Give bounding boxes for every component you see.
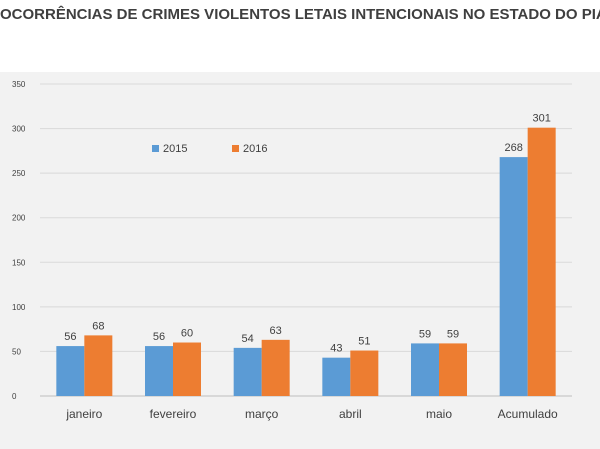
y-tick-label: 350 xyxy=(12,80,26,89)
bar-2016-janeiro xyxy=(84,335,113,396)
bar-2015-Acumulado xyxy=(499,157,528,396)
legend-label: 2016 xyxy=(243,143,267,155)
legend: 2015 2016 xyxy=(152,143,267,155)
y-tick-label: 300 xyxy=(12,125,26,134)
category-label: maio xyxy=(426,407,452,421)
data-label: 56 xyxy=(64,331,76,343)
bar-2016-fevereiro xyxy=(173,342,201,396)
bar-2016-Acumulado xyxy=(527,127,556,397)
gridlines xyxy=(40,83,572,397)
category-label: Acumulado xyxy=(498,407,558,421)
category-label: janeiro xyxy=(65,407,102,421)
bar-2015-abril xyxy=(322,357,351,396)
bar-2015-maio xyxy=(411,343,439,396)
data-label: 56 xyxy=(153,331,165,343)
bar-2015-março xyxy=(233,347,262,396)
data-label: 43 xyxy=(330,343,342,355)
legend-swatch-2015 xyxy=(152,145,159,152)
y-tick-label: 50 xyxy=(12,347,21,356)
bar-2015-fevereiro xyxy=(145,346,173,396)
bar-2016-abril xyxy=(350,350,379,396)
x-axis-categories: janeiro fevereiro março abril maio Acumulado xyxy=(65,407,558,421)
legend-label: 2015 xyxy=(163,143,187,155)
data-label: 54 xyxy=(242,333,254,345)
data-label: 68 xyxy=(92,320,104,332)
data-label: 59 xyxy=(447,328,459,340)
data-label: 60 xyxy=(181,328,193,340)
y-tick-label: 0 xyxy=(12,392,17,401)
y-tick-label: 200 xyxy=(12,214,26,223)
data-label: 301 xyxy=(532,113,550,125)
y-tick-label: 250 xyxy=(12,169,26,178)
y-tick-label: 150 xyxy=(12,258,26,267)
bars xyxy=(56,127,556,397)
legend-swatch-2016 xyxy=(232,145,239,152)
category-label: março xyxy=(245,407,279,421)
chart-title: OCORRÊNCIAS DE CRIMES VIOLENTOS LETAIS I… xyxy=(0,6,600,23)
data-label: 51 xyxy=(358,336,370,348)
y-tick-label: 100 xyxy=(12,303,26,312)
category-label: abril xyxy=(339,407,362,421)
bar-2016-maio xyxy=(439,343,467,396)
category-label: fevereiro xyxy=(150,407,197,421)
data-label: 63 xyxy=(270,325,282,337)
data-labels: 56 68 56 60 54 63 43 51 59 59 268 301 xyxy=(64,113,551,355)
data-label: 59 xyxy=(419,328,431,340)
y-axis-ticks: 0 50 100 150 200 250 300 350 xyxy=(12,80,26,401)
data-label: 268 xyxy=(504,142,522,154)
bar-2016-março xyxy=(261,339,290,396)
bar-2015-janeiro xyxy=(56,346,85,396)
